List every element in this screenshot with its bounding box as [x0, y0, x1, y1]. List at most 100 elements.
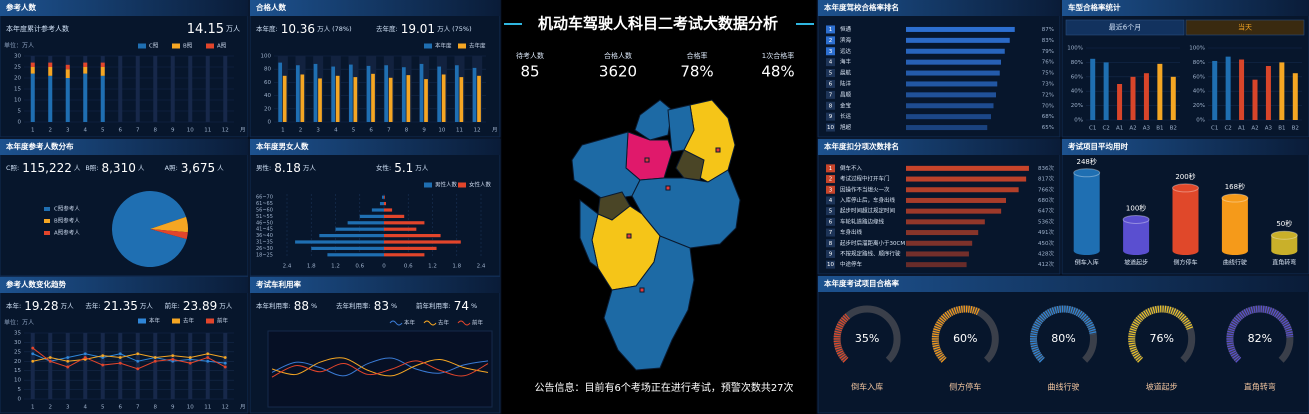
point: [223, 365, 227, 369]
tab-label: 最近6个月: [1109, 23, 1141, 32]
bar-segment: [100, 67, 105, 76]
x-tick-label: 6: [119, 405, 123, 411]
point: [171, 358, 175, 361]
panel-header: [250, 139, 500, 155]
legend-label: B照: [183, 43, 193, 50]
value-label: 428次: [1038, 249, 1054, 257]
stat-part: 男性:: [256, 163, 271, 172]
stat-part: A照:: [165, 164, 178, 172]
panel-header: [818, 276, 1309, 292]
panel-header: [1062, 0, 1309, 16]
stat-part: 23.89: [183, 299, 217, 313]
tab: [1185, 19, 1305, 36]
point: [83, 356, 87, 359]
line: [32, 347, 226, 370]
category-label: 因操作不当熄火一次: [840, 185, 890, 193]
x-tick-label: 2: [299, 128, 303, 134]
cylinder-body: [1221, 198, 1248, 251]
bar-segment: [100, 75, 105, 122]
gauge-track: [1226, 305, 1294, 363]
bar: [1265, 66, 1271, 120]
value-label: 168秒: [1225, 182, 1245, 191]
cylinder-body: [1073, 172, 1100, 251]
x-tick-label: 8: [154, 128, 158, 134]
bar-track: [170, 56, 175, 122]
stat-part: 本年度:: [256, 24, 278, 33]
bar: [906, 165, 1029, 171]
y-tick-label: 40: [264, 93, 271, 99]
panel-title: 本年度考试项目合格率: [823, 278, 899, 288]
map-marker: [665, 185, 671, 191]
x-tick-label: A1: [1116, 126, 1123, 132]
point: [48, 359, 52, 363]
x-tick-label: 1.2: [428, 264, 437, 270]
stat-part: 万人: [415, 164, 429, 172]
y-tick-label: 46~50: [256, 220, 273, 226]
y-tick-label: 51~55: [256, 214, 273, 220]
rank-badge: [826, 217, 835, 226]
bar: [402, 67, 406, 122]
rank-badge: [826, 79, 835, 88]
x-tick-label: 4: [334, 128, 338, 134]
point: [206, 359, 210, 363]
pie-slice: [150, 229, 188, 240]
stat-part: 88: [294, 299, 309, 313]
x-tick-label: 10: [438, 128, 445, 134]
bar: [1170, 76, 1176, 120]
y-tick-label: 100: [261, 54, 272, 60]
y-tick-label: 40%: [1193, 89, 1205, 95]
bar: [384, 208, 393, 212]
x-tick-label: 5: [101, 405, 105, 411]
bar-segment: [30, 62, 35, 67]
map-region: [634, 99, 673, 141]
bar: [366, 65, 371, 122]
line: [32, 353, 226, 362]
bar-segment: [83, 73, 88, 122]
rank-label: 6: [829, 219, 833, 225]
y-tick-label: 0: [18, 120, 22, 126]
stat-part: %: [391, 302, 397, 310]
bar-segment: [48, 67, 53, 76]
legend-label: A照: [217, 43, 227, 50]
bar-segment: [65, 69, 70, 78]
stat-part: 8,310: [101, 161, 135, 175]
stat: 女性: 5.1 万人: [376, 161, 429, 175]
x-tick-label: 11: [204, 128, 211, 134]
y-tick-label: 40%: [1071, 89, 1083, 95]
stat-part: 前年利用率:: [416, 301, 451, 310]
rank-badge: [826, 196, 835, 205]
point: [48, 356, 52, 359]
bar: [371, 73, 375, 122]
x-tick-label: C1: [1211, 126, 1218, 132]
stat-part: 10.36: [281, 22, 315, 36]
category-label: 直角转弯: [1272, 259, 1296, 267]
rank-label: 1: [829, 27, 833, 33]
y-tick-label: 41~45: [256, 227, 273, 233]
rank-label: 8: [829, 241, 833, 247]
map-marker: [644, 157, 650, 163]
point: [188, 361, 192, 365]
y-tick-label: 25: [14, 349, 21, 355]
y-tick-label: 0: [18, 397, 22, 403]
value-label: 60%: [953, 332, 977, 345]
stat-part: 去年利用率:: [336, 301, 371, 310]
x-tick-label: 11: [204, 405, 211, 411]
stat: 去年: 21.35 万人: [85, 299, 153, 313]
panel-header: [0, 277, 248, 293]
y-tick-label: 15: [14, 368, 21, 374]
stat-part: %: [471, 302, 477, 310]
x-tick-label: 5: [101, 128, 105, 134]
legend-swatch: [389, 320, 403, 326]
stat-value: 85: [520, 63, 539, 81]
y-tick-label: 30: [14, 54, 21, 60]
bar: [906, 197, 1006, 203]
point: [188, 356, 192, 359]
x-tick-label: 10: [187, 405, 194, 411]
bar: [906, 37, 1010, 43]
bar: [1103, 62, 1109, 120]
rank-badge: [826, 228, 835, 237]
stat-part: 万人: [61, 302, 75, 310]
value-label: 836次: [1038, 164, 1054, 172]
x-axis-label: 月: [492, 127, 498, 134]
y-tick-label: 56~60: [256, 208, 273, 214]
